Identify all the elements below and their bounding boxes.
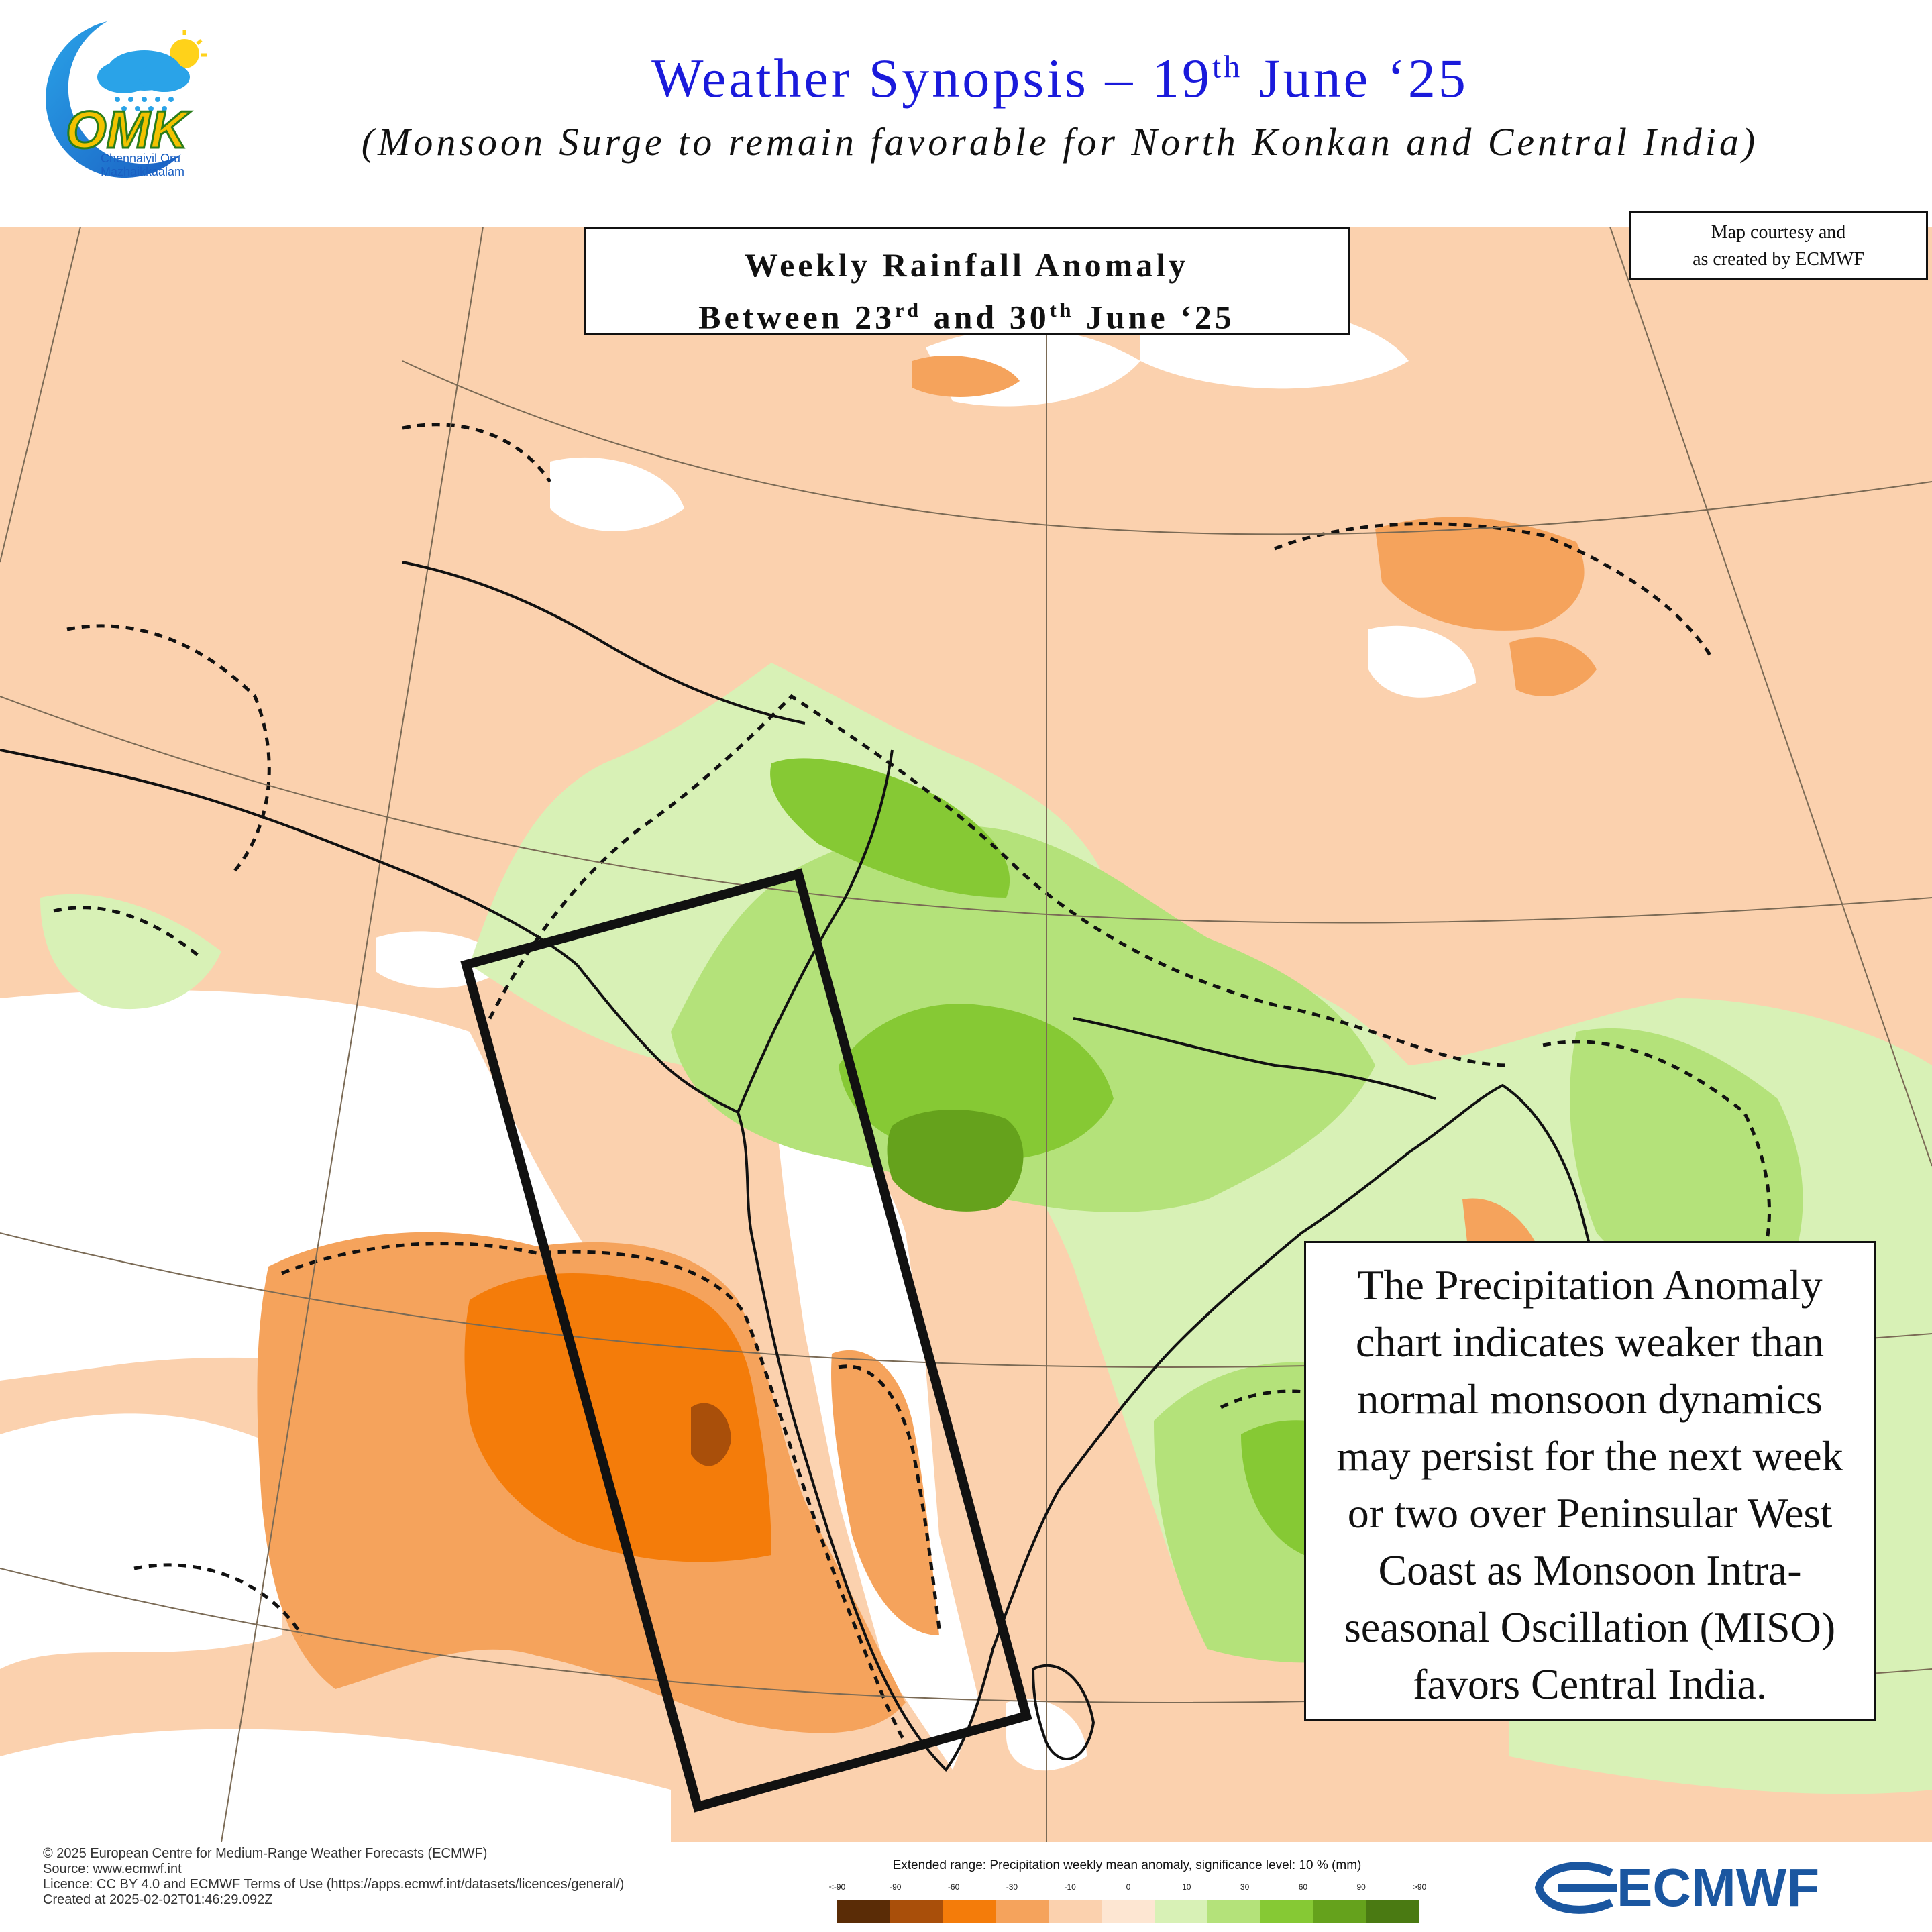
logo-letters: OMK — [66, 100, 192, 159]
legend-tick-label: 90 — [1356, 1882, 1366, 1892]
legend-swatch — [1049, 1900, 1102, 1923]
focus-rectangle — [460, 868, 1032, 1813]
map-title-line1: Weekly Rainfall Anomaly — [744, 246, 1189, 284]
dry-region-north — [912, 355, 1020, 397]
dry-region-west-coast — [831, 1350, 939, 1635]
very-dry-patch — [691, 1403, 731, 1466]
extreme-wet-region — [887, 1110, 1024, 1212]
dry-region-china — [1375, 517, 1585, 631]
legend-swatch — [1208, 1900, 1261, 1923]
ecmwf-logo — [1531, 1861, 1893, 1915]
footer-line1: © 2025 European Centre for Medium-Range … — [43, 1846, 488, 1861]
courtesy-box: Map courtesy and as created by ECMWF — [1629, 211, 1928, 280]
map-title-line2: Between 23rd and 30th June ‘25 — [698, 298, 1235, 336]
legend-tick-label: >90 — [1412, 1882, 1427, 1892]
legend-swatch — [1102, 1900, 1155, 1923]
legend-tick-label: 30 — [1240, 1882, 1250, 1892]
legend-tick-label: 0 — [1126, 1882, 1131, 1892]
legend-swatch — [1366, 1900, 1419, 1923]
analysis-note: The Precipitation Anomaly chart indicate… — [1304, 1241, 1876, 1721]
page-subtitle: (Monsoon Surge to remain favorable for N… — [361, 120, 1759, 164]
legend-colorbar — [837, 1900, 1419, 1923]
legend-swatch — [1155, 1900, 1208, 1923]
footer-line4: Created at 2025-02-02T01:46:29.092Z — [43, 1892, 273, 1907]
wet-medium-east — [1570, 1028, 1803, 1304]
very-wet-region-north — [770, 758, 1010, 898]
legend-tick-label: 60 — [1298, 1882, 1308, 1892]
legend-ticks: <-90 -90 -60 -30 -10 0 10 30 60 90 >90 — [826, 1882, 1430, 1897]
legend-swatch — [837, 1900, 890, 1923]
legend-tick-label: -90 — [890, 1882, 902, 1892]
legend-swatch — [1313, 1900, 1367, 1923]
legend-tick-label: -60 — [947, 1882, 960, 1892]
courtesy-line1: Map courtesy and — [1711, 222, 1846, 243]
legend-swatch — [943, 1900, 996, 1923]
ecmwf-globe-icon — [1534, 1862, 1617, 1914]
map-title-box: Weekly Rainfall Anomaly Between 23rd and… — [584, 227, 1350, 336]
courtesy-line2: as created by ECMWF — [1693, 249, 1864, 270]
legend-swatch — [996, 1900, 1049, 1923]
legend-swatch — [890, 1900, 943, 1923]
cloud-rain-sun-icon — [97, 30, 207, 111]
legend-tick-label: -10 — [1064, 1882, 1076, 1892]
omk-logo: OMK Chennaiyil Oru Mazhaikkaalam — [7, 13, 208, 188]
page-title: Weather Synopsis – 19th June ‘25 — [651, 48, 1468, 109]
legend-swatch — [1260, 1900, 1314, 1923]
legend-tick-label: -30 — [1006, 1882, 1018, 1892]
footer-line3: Licence: CC BY 4.0 and ECMWF Terms of Us… — [43, 1877, 625, 1892]
wet-region-west — [40, 894, 221, 1010]
copyright-footer: © 2025 European Centre for Medium-Range … — [43, 1846, 814, 1908]
dry-region-east — [1509, 637, 1597, 696]
logo-line1: Chennaiyil Oru — [101, 152, 180, 165]
legend-title: Extended range: Precipitation weekly mea… — [892, 1858, 1362, 1872]
footer-line2: Source: www.ecmwf.int — [43, 1862, 182, 1876]
strong-dry-region — [464, 1273, 771, 1562]
logo-line2: Mazhaikkaalam — [101, 165, 184, 178]
legend-tick-label: <-90 — [828, 1882, 846, 1892]
ecmwf-brand-name: ECMWF — [1617, 1858, 1820, 1917]
legend-tick-label: 10 — [1182, 1882, 1191, 1892]
